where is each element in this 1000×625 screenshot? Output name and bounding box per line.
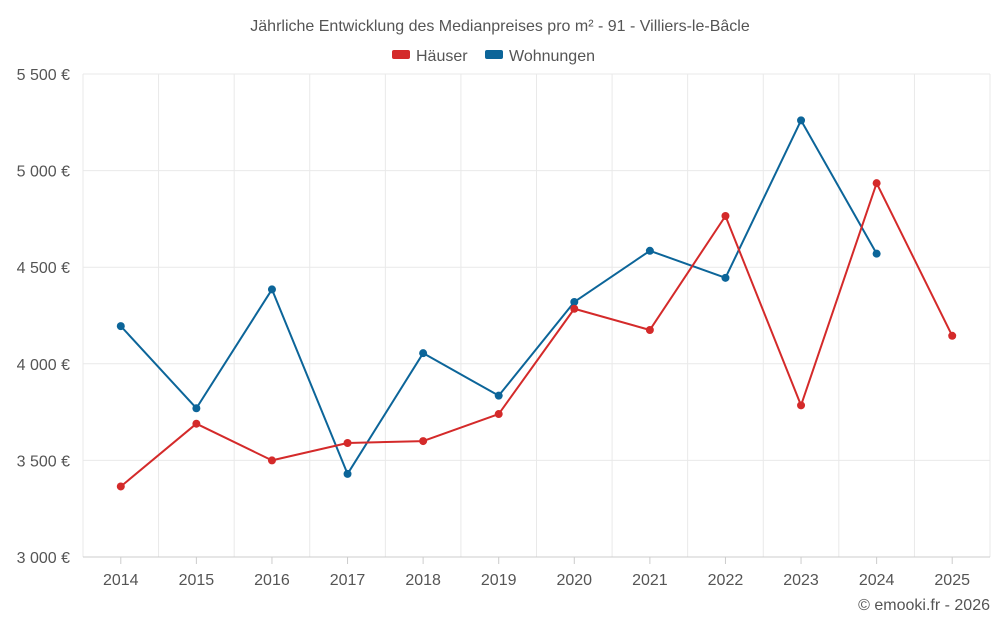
legend-swatch-wohnungen — [485, 50, 503, 59]
x-tick-label: 2015 — [179, 572, 215, 589]
legend-item-wohnungen[interactable]: Wohnungen — [485, 48, 595, 65]
data-point-wohnungen[interactable] — [117, 322, 125, 330]
y-tick-label: 4 500 € — [17, 260, 70, 277]
x-axis: 2014 2015 2016 2017 2018 2019 2020 2021 2022 2023… — [83, 557, 990, 589]
data-point-haeuser[interactable] — [570, 305, 578, 313]
chart-title: Jährliche Entwicklung des Medianpreises … — [250, 18, 750, 35]
x-tick-label: 2023 — [783, 572, 819, 589]
x-tick-label: 2024 — [859, 572, 895, 589]
legend-label-wohnungen: Wohnungen — [509, 48, 595, 65]
data-point-haeuser[interactable] — [797, 401, 805, 409]
x-tick-label: 2025 — [934, 572, 970, 589]
x-tick-label: 2018 — [405, 572, 441, 589]
x-tick-label: 2014 — [103, 572, 139, 589]
data-point-wohnungen[interactable] — [646, 247, 654, 255]
y-tick-label: 3 000 € — [17, 550, 70, 567]
data-point-haeuser[interactable] — [344, 439, 352, 447]
data-point-wohnungen[interactable] — [192, 404, 200, 412]
legend: Häuser Wohnungen — [392, 48, 595, 65]
data-point-wohnungen[interactable] — [495, 392, 503, 400]
data-point-haeuser[interactable] — [948, 332, 956, 340]
data-point-haeuser[interactable] — [873, 179, 881, 187]
data-point-haeuser[interactable] — [192, 420, 200, 428]
data-point-wohnungen[interactable] — [797, 116, 805, 124]
data-point-wohnungen[interactable] — [873, 250, 881, 258]
x-tick-label: 2020 — [556, 572, 592, 589]
line-chart: Jährliche Entwicklung des Medianpreises … — [0, 0, 1000, 625]
data-point-haeuser[interactable] — [117, 482, 125, 490]
data-point-wohnungen[interactable] — [344, 470, 352, 478]
y-tick-label: 5 000 € — [17, 164, 70, 181]
data-point-haeuser[interactable] — [646, 326, 654, 334]
data-point-wohnungen[interactable] — [721, 274, 729, 282]
x-tick-label: 2016 — [254, 572, 290, 589]
data-point-wohnungen[interactable] — [419, 349, 427, 357]
y-tick-label: 3 500 € — [17, 453, 70, 470]
y-axis: 3 000 € 3 500 € 4 000 € 4 500 € 5 000 € 5 500… — [17, 67, 70, 567]
data-point-haeuser[interactable] — [721, 212, 729, 220]
data-point-wohnungen[interactable] — [268, 285, 276, 293]
legend-label-haeuser: Häuser — [416, 48, 468, 65]
credit-text: © emooki.fr - 2026 — [858, 597, 990, 614]
y-tick-label: 4 000 € — [17, 357, 70, 374]
y-tick-label: 5 500 € — [17, 67, 70, 84]
x-tick-label: 2019 — [481, 572, 517, 589]
x-tick-label: 2021 — [632, 572, 668, 589]
data-point-haeuser[interactable] — [495, 410, 503, 418]
x-tick-label: 2022 — [708, 572, 744, 589]
data-point-haeuser[interactable] — [268, 456, 276, 464]
legend-swatch-haeuser — [392, 50, 410, 59]
grid — [83, 74, 990, 557]
data-point-haeuser[interactable] — [419, 437, 427, 445]
legend-item-haeuser[interactable]: Häuser — [392, 48, 468, 65]
x-tick-label: 2017 — [330, 572, 366, 589]
